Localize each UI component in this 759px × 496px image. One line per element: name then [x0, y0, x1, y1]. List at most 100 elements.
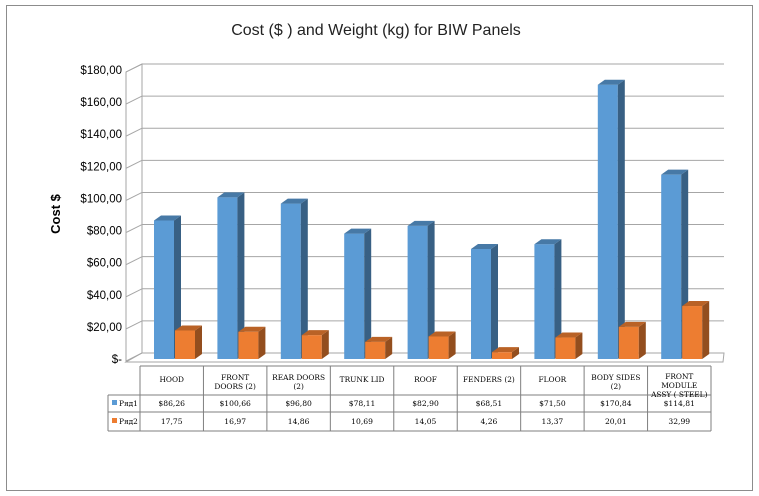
gridline-depth [125, 320, 143, 330]
bar-front [238, 331, 259, 359]
bar-front [217, 197, 238, 359]
y-tick-label: $160,00 [80, 97, 122, 109]
side-wall [125, 63, 143, 363]
bar-front [597, 84, 618, 360]
bar-top [238, 326, 266, 332]
gridline-depth [125, 95, 143, 105]
bar-side [174, 215, 181, 359]
bar-top [217, 192, 245, 198]
bar-top [492, 347, 519, 353]
bar-side [448, 331, 456, 359]
bar-top [154, 215, 181, 221]
category-label: BODY SIDES [591, 373, 640, 382]
table-cell: $78,11 [349, 399, 376, 408]
y-tick-label: $40,00 [87, 290, 122, 302]
bar-front [471, 249, 491, 359]
y-tick-label: $60,00 [87, 258, 122, 270]
bar-front [344, 233, 365, 359]
bar-series2 [175, 325, 202, 359]
category-label: HOOD [159, 375, 184, 384]
table-cell: $86,26 [158, 399, 185, 408]
bar-front [492, 352, 512, 359]
bar-series1 [217, 192, 245, 359]
category-label: ROOF [414, 375, 437, 384]
table-cell: $170,84 [600, 399, 632, 408]
bar-series1 [344, 228, 372, 359]
category-label: FRONT [221, 373, 249, 382]
bar-top [661, 169, 689, 175]
bars [154, 79, 710, 360]
bar-front [428, 336, 449, 359]
bar-side [237, 192, 245, 359]
bar-top [407, 220, 435, 226]
bar-side [617, 79, 625, 360]
category-label: (2) [293, 382, 304, 391]
table-cell: 17,75 [161, 417, 183, 426]
bar-front [407, 225, 428, 359]
bar-series1 [471, 244, 498, 359]
bar-side [575, 332, 583, 359]
bar-top [618, 321, 646, 327]
bar-side [638, 321, 646, 359]
y-tick-label: $120,00 [80, 161, 122, 173]
bar-front [661, 174, 682, 359]
table-cell: $71,50 [539, 399, 566, 408]
table-cell: 14,86 [288, 417, 310, 426]
category-label: FRONT [665, 372, 693, 381]
category-label: MODULE [661, 381, 697, 390]
category-label: REAR DOORS [272, 373, 325, 382]
bar-top [365, 336, 393, 342]
category-label: FLOOR [539, 375, 567, 384]
bar-side [491, 244, 498, 359]
bar-side [512, 347, 519, 359]
bar-front [175, 330, 195, 359]
bar-top [428, 331, 456, 337]
bar-series2 [618, 321, 646, 359]
bar-top [534, 239, 562, 245]
bar-front [682, 306, 703, 359]
table-cell: $82,90 [412, 399, 439, 408]
bar-series2 [492, 347, 519, 359]
category-label: TRUNK LID [340, 375, 385, 384]
legend-label: Ряд1 [119, 399, 138, 408]
bar-front [618, 326, 639, 359]
bar-series1 [597, 79, 625, 360]
bar-side [258, 326, 266, 359]
y-tick-label: $- [112, 354, 122, 366]
bar-top [280, 198, 308, 204]
y-tick-label: $140,00 [80, 129, 122, 141]
table-cell: $100,66 [219, 399, 251, 408]
category-label: (2) [611, 382, 622, 391]
gridline-depth [125, 191, 143, 201]
bar-series1 [407, 220, 435, 359]
table-cell: $114,81 [664, 399, 695, 408]
y-axis-label: Cost $ [48, 193, 63, 234]
y-tick-label: $80,00 [87, 226, 122, 238]
bar-side [364, 228, 372, 359]
category-label: DOORS (2) [214, 382, 256, 391]
bar-front [555, 337, 576, 359]
bar-top [301, 330, 329, 336]
table-cell: 4,26 [480, 417, 497, 426]
legend-label: Ряд2 [119, 417, 138, 426]
bar-series2 [301, 330, 329, 359]
bar-top [344, 228, 372, 234]
table-cell: 14,05 [415, 417, 437, 426]
gridline-depth [125, 256, 143, 266]
legend-key [112, 418, 117, 423]
table-cell: $68,51 [476, 399, 503, 408]
bar-top [175, 325, 202, 331]
chart-title: Cost ($ ) and Weight (kg) for BIW Panels [231, 22, 521, 39]
y-tick-label: $100,00 [80, 193, 122, 205]
gridline-depth [125, 224, 143, 234]
bar-top [555, 332, 583, 338]
bar-series1 [534, 239, 562, 359]
bar-top [682, 301, 710, 307]
legend-key [112, 400, 117, 405]
bar-front [154, 220, 174, 359]
bar-side [702, 301, 710, 359]
bar-top [471, 244, 498, 250]
y-tick-label: $20,00 [87, 322, 122, 334]
